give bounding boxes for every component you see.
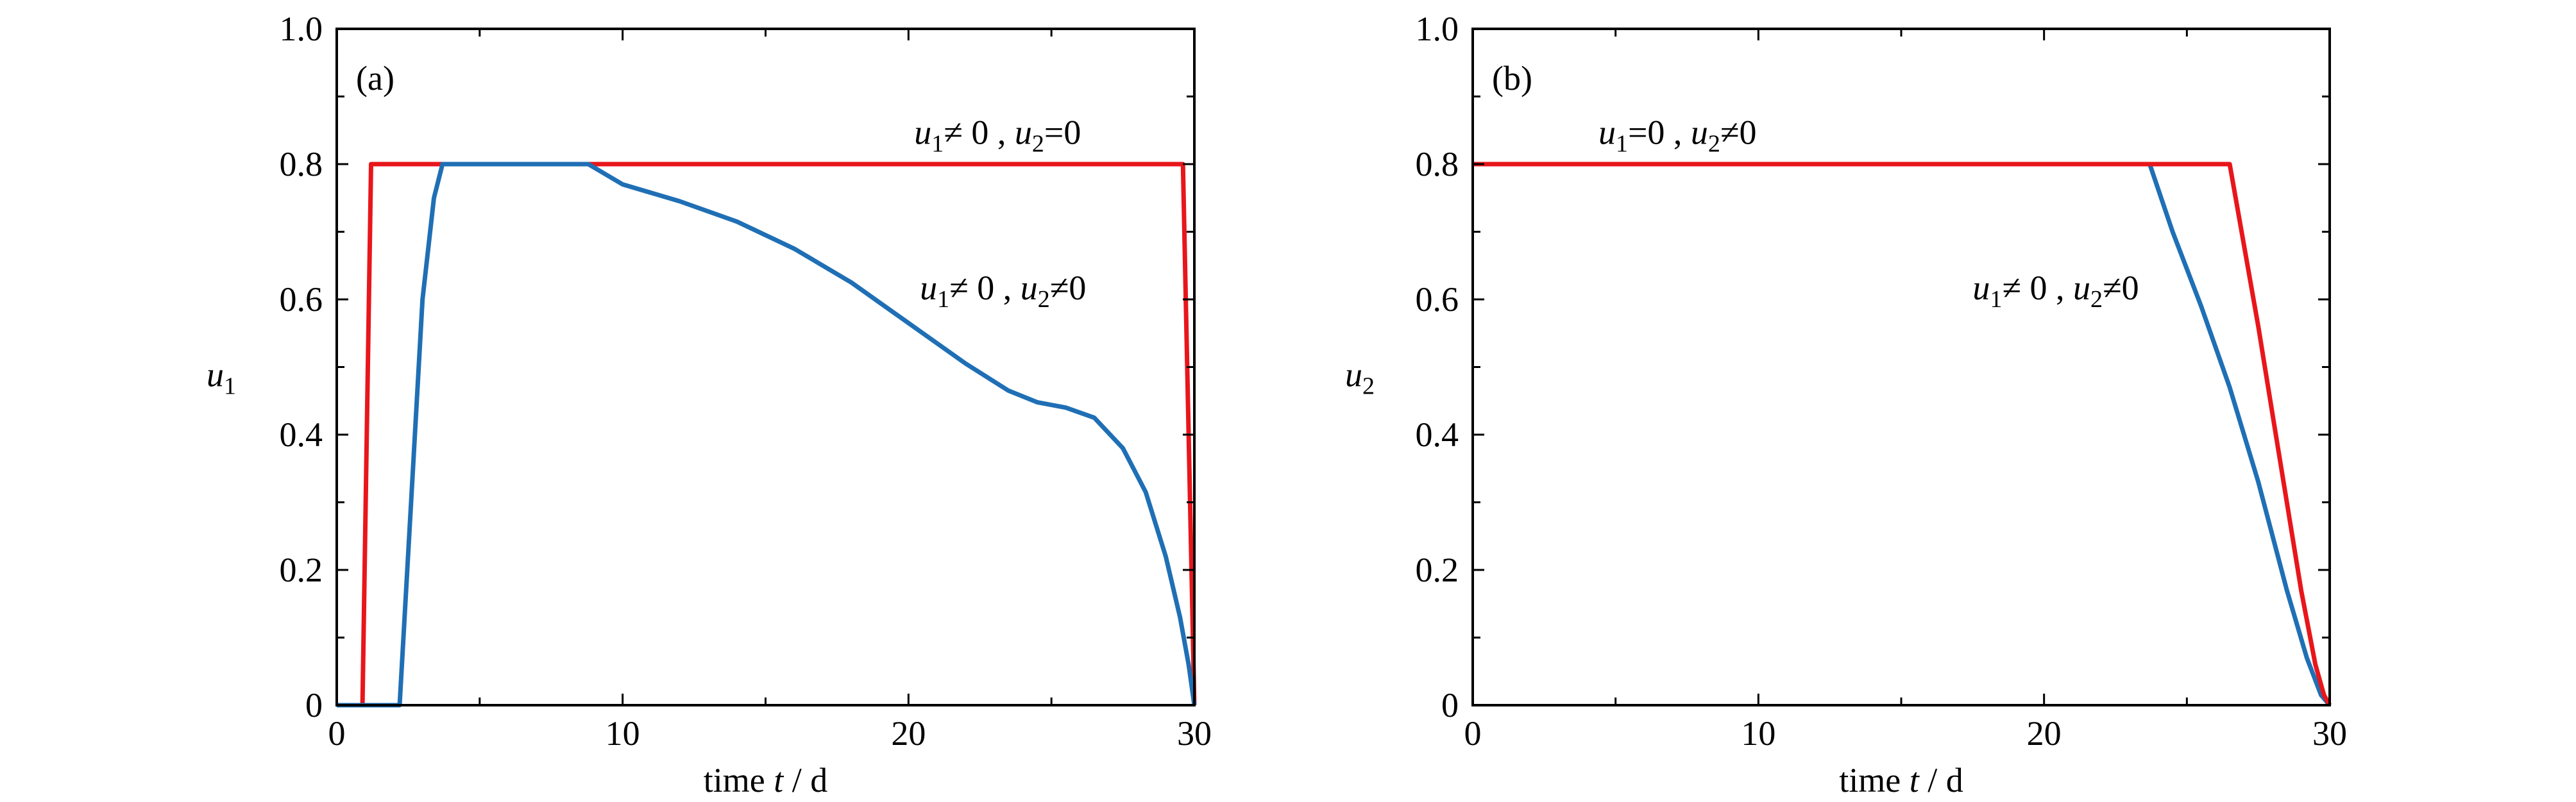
y-axis-label: u2 — [1345, 356, 1375, 400]
y-tick-label: 0.6 — [1416, 280, 1459, 319]
chart-panel-a: 0 10 20 30 0 0.2 0.4 0.6 0.8 1.0 (a) time t / d u1 u1… — [207, 10, 1212, 799]
x-tick-label: 10 — [1741, 714, 1775, 753]
curve-annotation-1: u1≠ 0 , u2=0 — [914, 113, 1081, 157]
chart-panel-b: 0 10 20 30 0 0.2 0.4 0.6 0.8 1.0 (b) time t / d u2 u1… — [1345, 10, 2347, 799]
x-tick-label: 0 — [328, 714, 346, 753]
y-tick-label: 0 — [305, 686, 323, 724]
x-tick-label: 0 — [1464, 714, 1482, 753]
curve-annotation-2: u1≠ 0 , u2≠0 — [1972, 269, 2139, 313]
y-tick-label: 0.2 — [280, 551, 323, 589]
panel-label: (a) — [356, 59, 394, 97]
y-tick-label: 0.2 — [1416, 551, 1459, 589]
y-tick-label: 1.0 — [1416, 10, 1459, 48]
y-tick-label: 0.6 — [280, 280, 323, 319]
curve-annotation-1: u1=0 , u2≠0 — [1598, 113, 1757, 157]
y-tick-label: 0.8 — [1416, 145, 1459, 183]
y-tick-label: 1.0 — [280, 10, 323, 48]
y-tick-label: 0.4 — [280, 415, 323, 454]
series-line-1 — [2148, 163, 2332, 707]
x-tick-label: 10 — [606, 714, 640, 753]
series-line-1 — [337, 162, 1197, 708]
series-line-2 — [337, 162, 1197, 708]
y-tick-label: 0.4 — [1416, 415, 1459, 454]
x-tick-label: 30 — [1177, 714, 1212, 753]
y-tick-label: 0 — [1441, 686, 1459, 724]
y-axis-label: u1 — [207, 356, 236, 400]
y-tick-label: 0.8 — [280, 145, 323, 183]
x-axis-label: time t / d — [1839, 761, 1963, 799]
x-axis-label: time t / d — [704, 761, 828, 799]
x-tick-label: 30 — [2312, 714, 2347, 753]
x-tick-label: 20 — [2027, 714, 2062, 753]
series-line-2 — [1473, 162, 2332, 706]
curve-annotation-2: u1≠ 0 , u2≠0 — [920, 269, 1086, 313]
panel-label: (b) — [1492, 59, 1532, 97]
x-tick-label: 20 — [891, 714, 926, 753]
